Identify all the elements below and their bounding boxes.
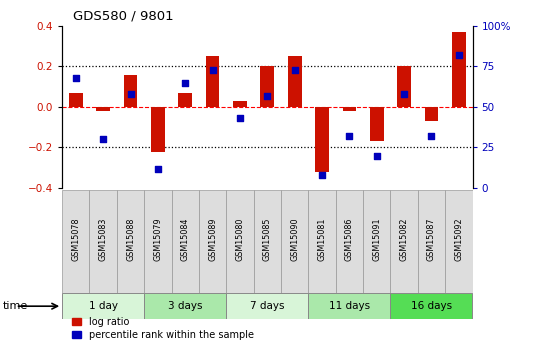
Text: GSM15087: GSM15087	[427, 218, 436, 261]
Text: 11 days: 11 days	[329, 301, 370, 311]
Text: 16 days: 16 days	[411, 301, 452, 311]
Bar	[199, 190, 226, 293]
Bar	[315, 107, 329, 172]
Text: GSM15089: GSM15089	[208, 218, 217, 261]
Bar	[144, 293, 226, 319]
Bar	[363, 190, 390, 293]
Bar	[342, 107, 356, 111]
Point	[455, 52, 463, 58]
Bar	[260, 66, 274, 107]
Point	[181, 80, 190, 85]
Bar	[151, 107, 165, 151]
Text: GSM15078: GSM15078	[71, 218, 80, 261]
Bar	[226, 293, 308, 319]
Text: GSM15086: GSM15086	[345, 218, 354, 261]
Point	[263, 93, 272, 98]
Bar	[96, 107, 110, 111]
Text: time: time	[3, 301, 28, 311]
Point	[99, 137, 107, 142]
Bar	[254, 190, 281, 293]
Text: GSM15083: GSM15083	[99, 218, 107, 261]
Point	[400, 91, 408, 97]
Bar	[308, 293, 390, 319]
Bar	[206, 56, 219, 107]
Bar	[69, 93, 83, 107]
Bar	[144, 190, 172, 293]
Bar	[62, 293, 144, 319]
Bar	[390, 293, 472, 319]
Bar	[445, 190, 472, 293]
Text: GDS580 / 9801: GDS580 / 9801	[73, 9, 173, 22]
Bar	[172, 190, 199, 293]
Bar	[336, 190, 363, 293]
Text: GSM15080: GSM15080	[235, 218, 245, 261]
Bar	[452, 32, 465, 107]
Legend: log ratio, percentile rank within the sample: log ratio, percentile rank within the sa…	[72, 317, 254, 340]
Bar	[124, 75, 137, 107]
Text: GSM15088: GSM15088	[126, 218, 135, 261]
Point	[126, 91, 135, 97]
Bar	[233, 101, 247, 107]
Text: GSM15079: GSM15079	[153, 218, 163, 261]
Text: GSM15085: GSM15085	[263, 218, 272, 261]
Bar	[62, 190, 90, 293]
Point	[153, 166, 162, 171]
Bar	[90, 190, 117, 293]
Bar	[418, 190, 445, 293]
Text: 3 days: 3 days	[168, 301, 202, 311]
Bar	[370, 107, 383, 141]
Text: GSM15092: GSM15092	[454, 218, 463, 261]
Point	[318, 172, 326, 178]
Bar	[288, 56, 301, 107]
Text: GSM15090: GSM15090	[290, 218, 299, 261]
Point	[208, 67, 217, 72]
Bar	[397, 66, 411, 107]
Text: GSM15084: GSM15084	[181, 218, 190, 261]
Bar	[308, 190, 336, 293]
Text: 7 days: 7 days	[250, 301, 285, 311]
Bar	[281, 190, 308, 293]
Text: GSM15081: GSM15081	[318, 218, 327, 261]
Point	[373, 153, 381, 158]
Bar	[178, 93, 192, 107]
Bar	[117, 190, 144, 293]
Point	[235, 116, 244, 121]
Bar	[390, 190, 418, 293]
Text: GSM15082: GSM15082	[400, 218, 409, 261]
Bar	[226, 190, 254, 293]
Text: 1 day: 1 day	[89, 301, 118, 311]
Point	[427, 134, 436, 139]
Point	[291, 67, 299, 72]
Text: GSM15091: GSM15091	[372, 218, 381, 261]
Bar	[424, 107, 438, 121]
Point	[71, 75, 80, 80]
Point	[345, 134, 354, 139]
